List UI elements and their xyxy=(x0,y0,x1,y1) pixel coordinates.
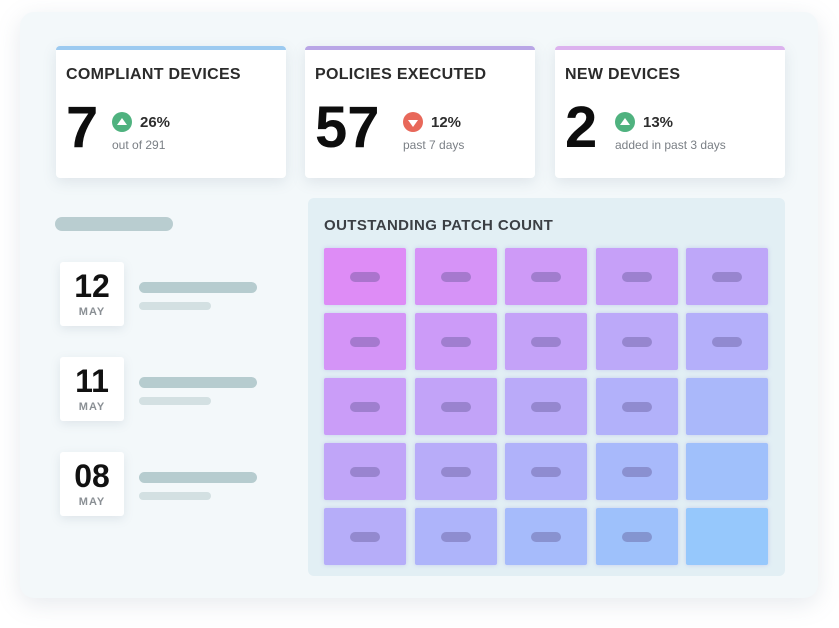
date-month: MAY xyxy=(78,401,106,413)
compliant-devices-card[interactable]: COMPLIANT DEVICES 7 26% out of 291 xyxy=(56,46,286,178)
arrow-down-icon xyxy=(403,112,423,132)
stat-subtext: added in past 3 days xyxy=(615,138,726,152)
stat-value: 57 xyxy=(315,95,380,160)
patch-cell[interactable] xyxy=(505,313,587,370)
patch-cell[interactable] xyxy=(686,313,768,370)
date-month: MAY xyxy=(78,496,106,508)
list-item-sub-placeholder xyxy=(139,397,211,405)
patch-count-placeholder xyxy=(621,467,652,477)
trend-percent: 26% xyxy=(140,113,171,131)
patch-count-placeholder xyxy=(440,337,471,347)
patch-count-placeholder xyxy=(531,532,561,542)
patch-cell[interactable] xyxy=(686,443,768,500)
trend-percent: 13% xyxy=(643,113,674,131)
patch-count-placeholder xyxy=(621,532,652,542)
patch-panel-title: OUTSTANDING PATCH COUNT xyxy=(324,217,554,234)
trend-indicator: 12% xyxy=(403,112,461,132)
trend-indicator: 26% xyxy=(112,112,170,132)
patch-count-placeholder xyxy=(531,402,561,412)
patch-cell[interactable] xyxy=(505,443,587,500)
patch-count-placeholder xyxy=(621,272,652,282)
list-title-placeholder xyxy=(55,217,173,231)
list-item-placeholder xyxy=(139,472,257,483)
list-item-placeholder xyxy=(139,377,257,388)
dashboard-panel: COMPLIANT DEVICES 7 26% out of 291 POLIC… xyxy=(20,12,818,598)
patch-cell[interactable] xyxy=(595,508,678,565)
stat-value: 7 xyxy=(66,95,99,160)
patch-count-placeholder xyxy=(350,532,380,542)
patch-cell[interactable] xyxy=(414,378,497,435)
patch-count-placeholder xyxy=(350,272,380,282)
outstanding-patch-panel: OUTSTANDING PATCH COUNT xyxy=(308,198,785,576)
date-month: MAY xyxy=(78,306,106,318)
patch-cell[interactable] xyxy=(505,378,587,435)
patch-cell[interactable] xyxy=(324,313,406,370)
arrow-up-icon xyxy=(615,112,635,132)
patch-count-placeholder xyxy=(531,467,561,477)
stat-title: POLICIES EXECUTED xyxy=(315,66,487,83)
date-day: 12 xyxy=(74,268,110,304)
patch-count-placeholder xyxy=(350,337,380,347)
patch-cell[interactable] xyxy=(324,378,406,435)
patch-cell[interactable] xyxy=(414,443,497,500)
date-tile[interactable]: 11 MAY xyxy=(60,357,124,421)
patch-cell[interactable] xyxy=(686,248,768,305)
patch-count-placeholder xyxy=(621,337,652,347)
patch-count-placeholder xyxy=(531,272,561,282)
patch-cell[interactable] xyxy=(595,443,678,500)
patch-cell[interactable] xyxy=(505,508,587,565)
patch-cell[interactable] xyxy=(686,508,768,565)
patch-count-placeholder xyxy=(712,272,742,282)
date-tile[interactable]: 08 MAY xyxy=(60,452,124,516)
patch-cell[interactable] xyxy=(505,248,587,305)
patch-count-placeholder xyxy=(350,467,380,477)
patch-count-placeholder xyxy=(531,337,561,347)
patch-cell[interactable] xyxy=(686,378,768,435)
patch-cell[interactable] xyxy=(414,248,497,305)
list-item-sub-placeholder xyxy=(139,492,211,500)
stat-value: 2 xyxy=(565,95,598,160)
date-day: 11 xyxy=(75,363,109,399)
stat-subtext: past 7 days xyxy=(403,138,465,152)
date-tile[interactable]: 12 MAY xyxy=(60,262,124,326)
patch-cell[interactable] xyxy=(595,378,678,435)
patch-cell[interactable] xyxy=(324,248,406,305)
patch-count-placeholder xyxy=(712,337,742,347)
stat-subtext: out of 291 xyxy=(112,138,166,152)
patch-cell[interactable] xyxy=(414,508,497,565)
patch-count-placeholder xyxy=(440,402,471,412)
stat-title: COMPLIANT DEVICES xyxy=(66,66,241,83)
date-day: 08 xyxy=(74,458,110,494)
patch-count-placeholder xyxy=(440,532,471,542)
patch-cell[interactable] xyxy=(324,508,406,565)
patch-cell[interactable] xyxy=(414,313,497,370)
new-devices-card[interactable]: NEW DEVICES 2 13% added in past 3 days xyxy=(555,46,785,178)
patch-cell[interactable] xyxy=(595,248,678,305)
patch-cell[interactable] xyxy=(595,313,678,370)
list-item-placeholder xyxy=(139,282,257,293)
list-item-sub-placeholder xyxy=(139,302,211,310)
patch-cell[interactable] xyxy=(324,443,406,500)
trend-indicator: 13% xyxy=(615,112,673,132)
trend-percent: 12% xyxy=(431,113,462,131)
patch-count-placeholder xyxy=(621,402,652,412)
policies-executed-card[interactable]: POLICIES EXECUTED 57 12% past 7 days xyxy=(305,46,535,178)
stat-title: NEW DEVICES xyxy=(565,66,681,83)
patch-count-placeholder xyxy=(350,402,380,412)
arrow-up-icon xyxy=(112,112,132,132)
patch-count-placeholder xyxy=(440,467,471,477)
patch-count-placeholder xyxy=(440,272,471,282)
